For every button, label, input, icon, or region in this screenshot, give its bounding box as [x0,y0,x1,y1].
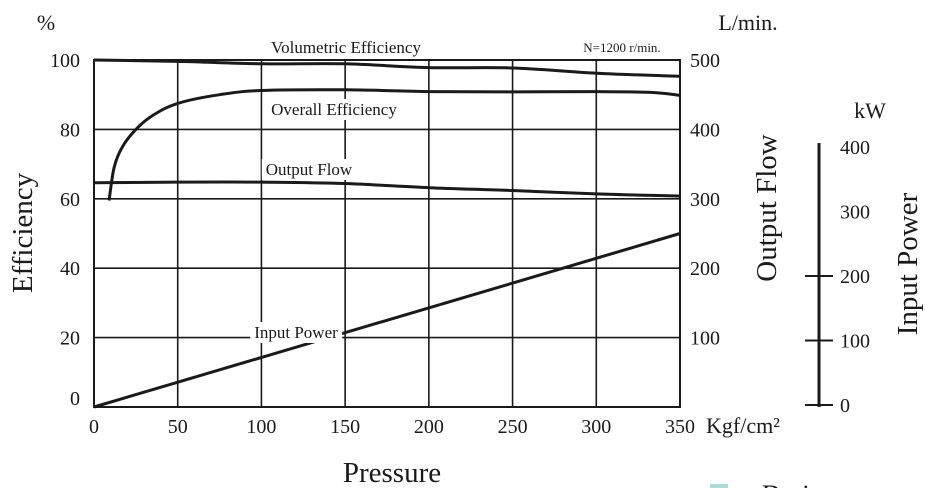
label-background [267,99,402,120]
power-tick-label: 300 [840,202,870,224]
flow-axis-title: Output Flow [751,134,783,281]
x-tick-label: 200 [414,416,444,438]
series-curves [93,58,681,409]
x-tick-label: 350 [665,416,695,438]
series-line-volumetric-efficiency [93,58,681,78]
speed-note: N=1200 r/min. [583,40,660,55]
efficiency-tick-labels: 0 20 40 60 80 100 [50,50,80,410]
efficiency-tick-label: 0 [70,388,80,410]
flow-tick-labels: 100 200 300 400 500 [690,50,720,350]
x-tick-label: 150 [330,416,360,438]
x-tick-label: 300 [581,416,611,438]
efficiency-tick-label: 40 [60,258,80,280]
efficiency-axis-title: Efficiency [7,172,39,293]
power-tick-label: 200 [840,266,870,288]
efficiency-tick-label: 60 [60,189,80,211]
x-tick-label: 100 [246,416,276,438]
efficiency-unit: % [37,10,55,35]
note-background [580,39,664,56]
label-background [267,37,426,58]
efficiency-tick-label: 20 [60,328,80,350]
x-tick-label: 0 [89,416,99,438]
power-tick-label: 0 [840,395,850,417]
efficiency-tick-label: 100 [50,50,80,72]
footer-partial-text: Designs [762,480,846,488]
flow-unit: L/min. [718,10,777,35]
series-label-input-power: Input Power [254,323,338,342]
x-tick-label: 250 [498,416,528,438]
flow-tick-label: 400 [690,119,720,141]
flow-tick-label: 500 [690,50,720,72]
efficiency-tick-label: 80 [60,119,80,141]
label-background [250,322,343,343]
series-line-overall-efficiency [107,88,681,201]
x-axis-title: Pressure [343,457,441,488]
power-axis-title: Input Power [892,192,924,335]
x-tick-labels: 0 50 100 150 200 250 300 350 [89,416,695,438]
power-tick-label: 400 [840,137,870,159]
series-label-output-flow: Output Flow [266,160,353,179]
power-tick-labels: 0 100 200 300 400 [805,137,870,417]
pressure-unit: Kgf/cm² [706,413,780,438]
series-label-volumetric-efficiency: Volumetric Efficiency [271,38,421,57]
label-background [261,159,357,180]
power-unit: kW [854,98,886,123]
legend-swatch [710,484,728,488]
flow-tick-label: 100 [690,328,720,350]
power-tick-label: 100 [840,331,870,353]
series-line-input-power [93,232,681,409]
series-label-overall-efficiency: Overall Efficiency [271,100,397,119]
flow-tick-label: 200 [690,258,720,280]
flow-tick-label: 300 [690,189,720,211]
series-line-output-flow [93,180,681,198]
x-tick-label: 50 [168,416,188,438]
